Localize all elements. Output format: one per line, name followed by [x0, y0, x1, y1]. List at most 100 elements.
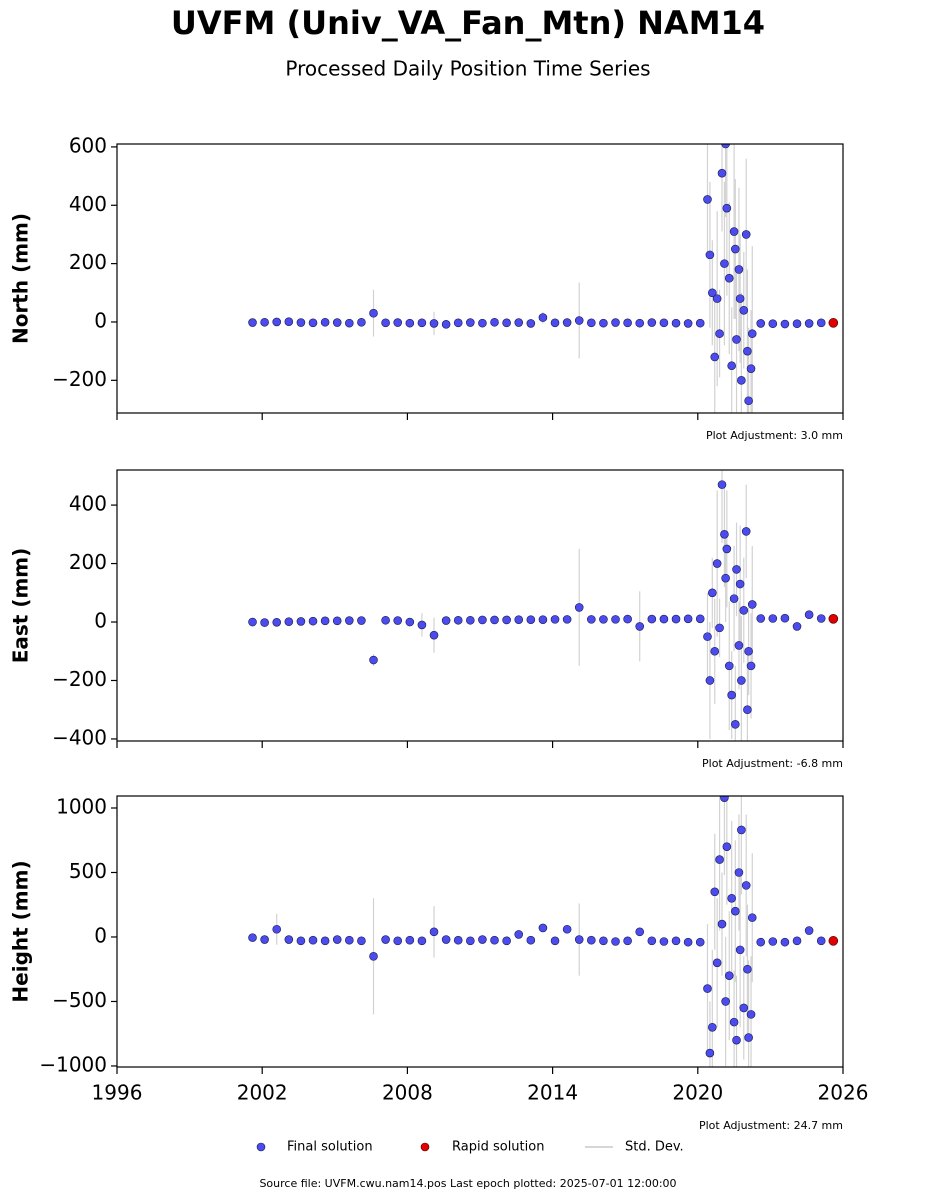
data-point: [611, 615, 620, 624]
data-point: [703, 984, 712, 993]
data-point: [453, 615, 463, 625]
data-point: [731, 906, 740, 916]
data-point: [721, 997, 730, 1006]
y-tick-label: 0: [94, 308, 107, 332]
data-point: [737, 376, 746, 385]
data-point: [466, 936, 475, 946]
data-point: [731, 244, 740, 254]
data-point: [623, 318, 632, 328]
data-point: [550, 936, 560, 946]
y-axis-label: North (mm): [9, 213, 33, 344]
plot-area: [248, 796, 839, 1067]
data-point: [502, 318, 511, 328]
data-point: [739, 306, 749, 315]
y-tick-label: 0: [94, 923, 107, 947]
data-point: [260, 317, 269, 327]
data-point: [417, 936, 427, 946]
y-tick-label: −400: [52, 725, 107, 749]
data-point: [780, 319, 790, 329]
data-point: [744, 646, 753, 656]
data-point: [695, 318, 705, 328]
data-point: [320, 936, 330, 946]
data-point: [357, 936, 366, 946]
data-point: [743, 346, 752, 356]
data-point: [550, 615, 560, 624]
data-point: [720, 259, 729, 268]
data-point: [747, 329, 757, 338]
data-point: [284, 317, 294, 326]
data-point: [743, 964, 752, 974]
legend-label: Rapid solution: [452, 1140, 544, 1155]
data-point: [727, 690, 736, 700]
data-point: [574, 603, 584, 612]
data-point: [708, 1022, 717, 1032]
data-point: [717, 480, 727, 489]
data-point: [611, 937, 620, 946]
y-tick-label: −500: [52, 988, 107, 1012]
data-point: [816, 318, 826, 328]
data-point: [345, 935, 354, 945]
legend-marker: [420, 1142, 430, 1152]
data-point: [429, 927, 439, 937]
data-point: [405, 935, 415, 945]
figure-title: UVFM (Univ_VA_Fan_Mtn) NAM14: [171, 4, 765, 42]
data-point: [756, 614, 766, 623]
data-point: [715, 623, 724, 633]
data-point: [804, 610, 814, 620]
data-point: [741, 881, 751, 890]
data-point: [647, 936, 657, 946]
data-point: [429, 630, 439, 640]
data-point: [453, 935, 463, 945]
data-point: [272, 924, 282, 934]
data-point: [248, 617, 257, 627]
data-point: [405, 617, 415, 627]
x-tick-label: 2020: [672, 1081, 723, 1105]
data-point: [703, 632, 712, 641]
data-point: [284, 617, 294, 627]
data-point: [743, 705, 752, 715]
data-point: [490, 935, 499, 945]
data-point: [721, 144, 730, 149]
data-point: [345, 318, 354, 328]
annotation: Plot Adjustment: -6.8 mm: [702, 757, 843, 770]
data-point: [792, 319, 802, 329]
data-point: [715, 329, 724, 338]
data-point: [623, 614, 632, 624]
y-axis-label: Height (mm): [9, 860, 33, 1002]
data-point: [703, 195, 712, 204]
data-point: [623, 936, 632, 946]
data-point: [647, 318, 657, 327]
data-point: [526, 935, 536, 945]
data-point: [296, 318, 306, 327]
data-point: [429, 319, 439, 328]
data-point: [768, 614, 778, 623]
data-point: [260, 935, 269, 944]
data-point: [514, 615, 524, 624]
data-point: [478, 935, 487, 944]
data-point: [671, 936, 681, 946]
data-point: [731, 720, 740, 729]
data-point: [587, 935, 596, 945]
plot-area: [248, 144, 839, 413]
data-point: [332, 935, 342, 944]
data-point: [724, 971, 734, 980]
data-point: [393, 616, 403, 625]
data-point: [729, 594, 739, 603]
data-point: [490, 615, 499, 625]
data-point: [320, 317, 330, 327]
plot-frame: [116, 795, 844, 1068]
data-point: [514, 930, 524, 939]
data-point: [695, 614, 705, 624]
data-point: [369, 952, 378, 961]
data-point: [735, 945, 745, 955]
data-point: [735, 579, 745, 589]
data-point: [308, 616, 318, 626]
data-point: [599, 318, 608, 328]
plot-area: [248, 470, 839, 741]
data-point: [393, 318, 403, 327]
data-point: [741, 527, 751, 536]
data-point: [710, 646, 720, 656]
data-point: [683, 319, 693, 328]
data-point: [737, 676, 746, 685]
data-point: [272, 618, 282, 627]
